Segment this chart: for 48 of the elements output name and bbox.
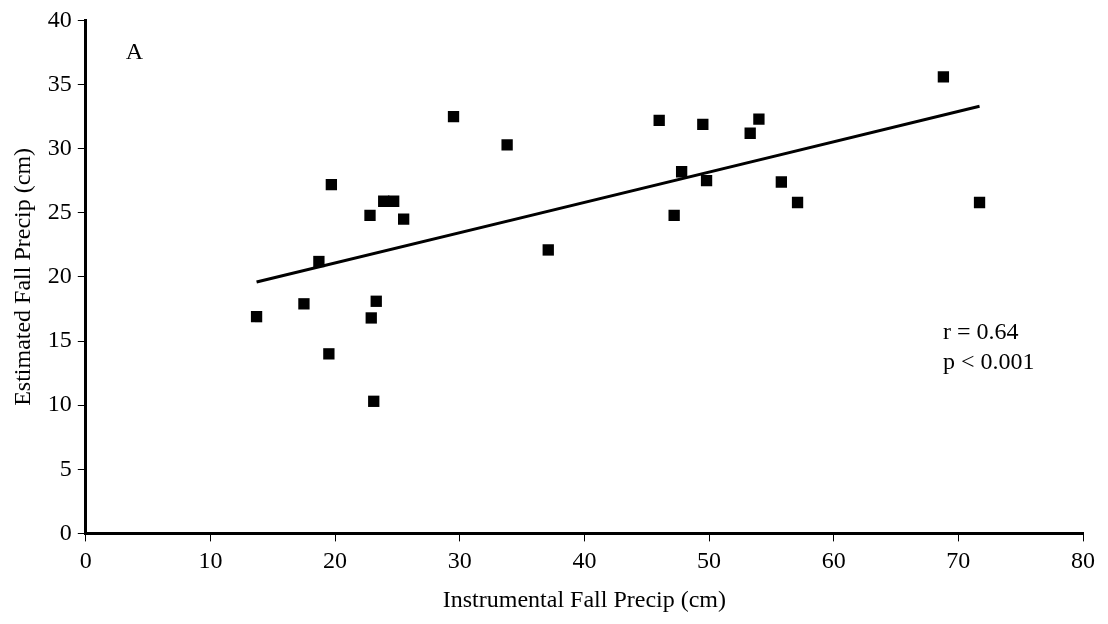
- point: [398, 213, 410, 225]
- y-tick-label: 15: [47, 326, 72, 353]
- annotation: A: [125, 37, 144, 64]
- point: [973, 196, 986, 209]
- x-tick-label: 20: [323, 547, 348, 574]
- point: [697, 118, 709, 130]
- x-tick-label: 50: [697, 547, 722, 574]
- y-tick-label: 10: [47, 390, 72, 417]
- point: [313, 255, 325, 268]
- point: [753, 113, 765, 125]
- point: [323, 348, 335, 360]
- y-tick-label: 30: [47, 133, 72, 160]
- y-axis-title: Estimated Fall Precip (cm): [8, 147, 35, 406]
- point: [364, 209, 376, 221]
- point: [653, 114, 665, 127]
- x-tick-label: 40: [572, 547, 597, 574]
- annotation: r = 0.64: [943, 317, 1019, 344]
- point: [542, 244, 554, 256]
- point: [791, 196, 804, 209]
- point: [325, 178, 338, 191]
- point: [250, 311, 263, 323]
- point: [775, 176, 787, 188]
- y-tick-label: 20: [47, 262, 72, 289]
- y-tick-label: 40: [47, 5, 72, 32]
- point: [668, 209, 680, 221]
- x-axis-title: Instrumental Fall Precip (cm): [442, 585, 727, 612]
- point: [298, 298, 310, 310]
- x-tick-label: 80: [1071, 547, 1095, 574]
- point: [501, 139, 513, 151]
- point: [370, 295, 382, 307]
- point: [447, 110, 460, 123]
- x-tick-label: 60: [821, 547, 846, 574]
- point: [700, 175, 713, 187]
- point: [365, 312, 377, 324]
- x-tick-label: 30: [447, 547, 472, 574]
- y-tick-label: 25: [47, 198, 72, 225]
- point: [388, 195, 400, 207]
- point: [744, 127, 756, 139]
- annotation: p < 0.001: [943, 347, 1035, 374]
- x-tick-label: 70: [946, 547, 971, 574]
- y-tick-label: 5: [59, 454, 72, 481]
- x-tick-label: 0: [79, 547, 92, 574]
- y-tick-label: 35: [47, 69, 72, 96]
- x-tick-label: 10: [198, 547, 223, 574]
- y-tick-label: 0: [59, 518, 72, 545]
- point: [368, 395, 380, 407]
- point: [675, 166, 688, 178]
- point: [937, 71, 950, 83]
